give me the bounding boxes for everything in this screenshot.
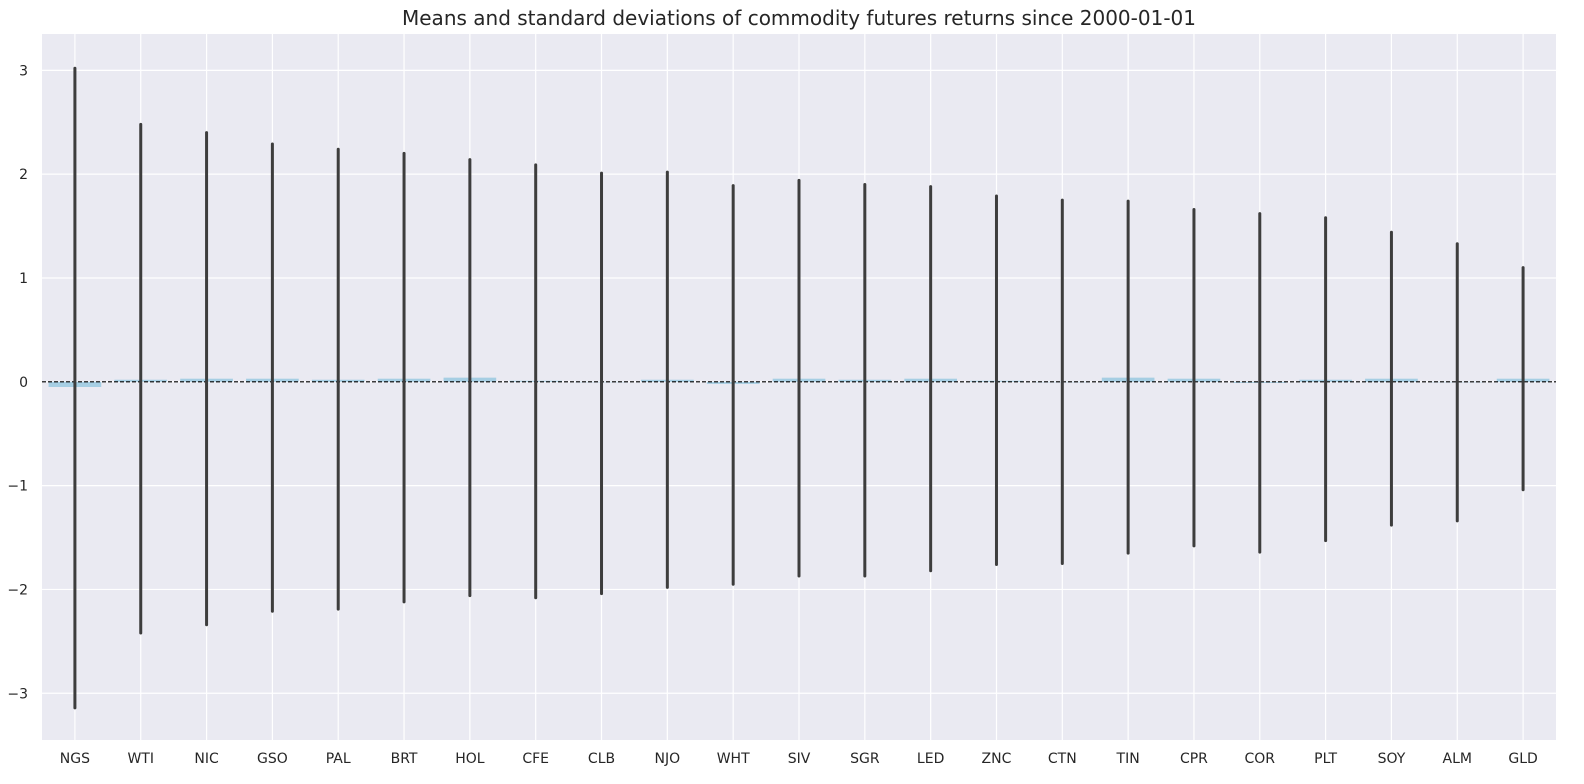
- x-tick-label: SOY: [1378, 751, 1406, 767]
- x-tick-label: WTI: [127, 751, 154, 767]
- y-tick-label: −2: [7, 582, 28, 598]
- x-tick-label: LED: [917, 751, 944, 767]
- x-tick-label: CFE: [522, 751, 549, 767]
- y-tick-label: 1: [19, 271, 28, 287]
- x-tick-label: COR: [1245, 751, 1276, 767]
- x-tick-label: SGR: [850, 751, 880, 767]
- y-tick-labels: 3 2 1 0 −1 −2 −3: [7, 63, 28, 702]
- y-tick-label: 0: [19, 375, 28, 391]
- x-tick-label: ZNC: [982, 751, 1012, 767]
- x-tick-labels: NGS WTI NIC GSO PAL BRT HOL CFE CLB NJO WHT SIV SGR L…: [60, 751, 1538, 767]
- x-tick-label: CPR: [1180, 751, 1208, 767]
- x-tick-label: TIN: [1116, 751, 1140, 767]
- x-tick-label: PAL: [326, 751, 351, 767]
- x-tick-label: HOL: [455, 751, 485, 767]
- x-tick-label: NJO: [655, 751, 681, 767]
- x-tick-label: GSO: [257, 751, 288, 767]
- x-tick-label: GLD: [1508, 751, 1537, 767]
- y-tick-label: −1: [7, 479, 28, 495]
- x-tick-label: WHT: [717, 751, 750, 767]
- x-tick-label: BRT: [391, 751, 418, 767]
- y-tick-label: 2: [19, 167, 28, 183]
- x-tick-label: SIV: [788, 751, 811, 767]
- x-tick-label: CTN: [1048, 751, 1077, 767]
- chart-title: Means and standard deviations of commodi…: [402, 6, 1196, 30]
- x-tick-label: NGS: [60, 751, 90, 767]
- std-error-bars: [73, 66, 1525, 710]
- x-tick-label: NIC: [194, 751, 219, 767]
- y-tick-label: 3: [19, 63, 28, 79]
- x-tick-label: ALM: [1443, 751, 1472, 767]
- y-tick-label: −3: [7, 686, 28, 702]
- x-tick-label: CLB: [588, 751, 615, 767]
- x-tick-label: PLT: [1314, 751, 1337, 767]
